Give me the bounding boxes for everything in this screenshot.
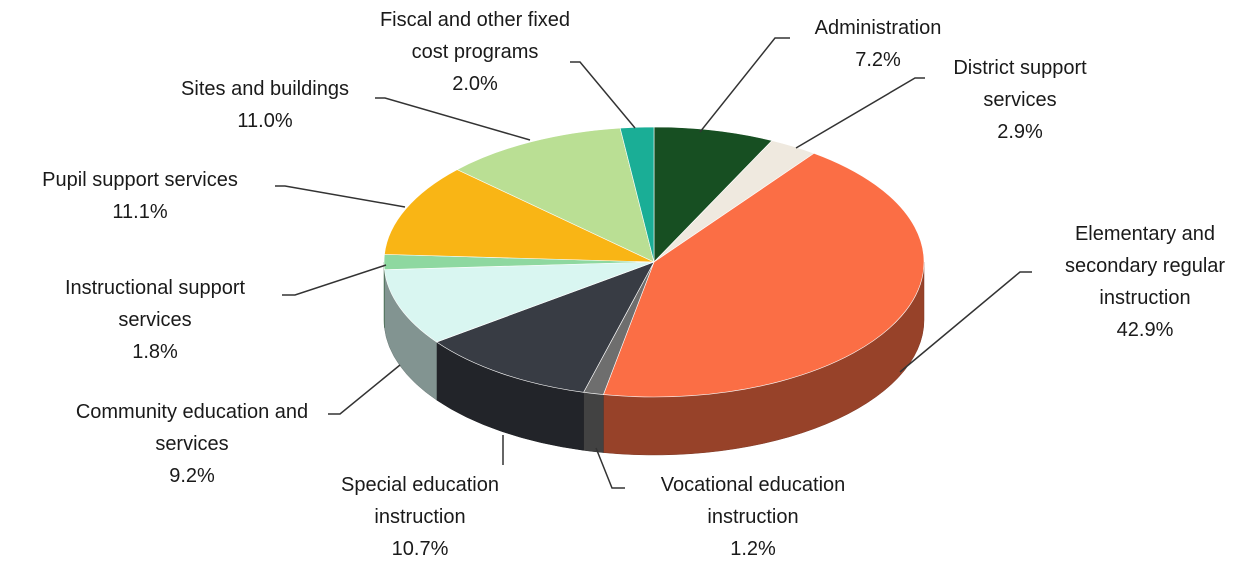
slice-label: Instructional support services 1.8%	[40, 272, 270, 368]
leader-line	[328, 365, 400, 414]
category-label: Elementary and secondary regular instruc…	[1065, 223, 1225, 309]
value-label: 11.1%	[0, 196, 290, 228]
slice-label: District support services 2.9%	[930, 52, 1110, 148]
slice-label: Vocational education instruction 1.2%	[628, 469, 878, 565]
value-label: 42.9%	[1045, 314, 1245, 346]
value-label: 2.0%	[360, 68, 590, 100]
value-label: 11.0%	[140, 105, 390, 137]
slice-label: Pupil support services 11.1%	[0, 164, 290, 228]
category-label: Instructional support services	[65, 277, 245, 331]
category-label: Special education instruction	[341, 474, 499, 528]
slice-label: Sites and buildings 11.0%	[140, 73, 390, 137]
value-label: 1.8%	[40, 336, 270, 368]
slice-label: Special education instruction 10.7%	[315, 469, 525, 565]
slice-side	[584, 392, 604, 452]
category-label: District support services	[953, 57, 1086, 111]
leader-line	[375, 98, 530, 140]
slice-label: Community education and services 9.2%	[72, 396, 312, 492]
category-label: Sites and buildings	[181, 78, 349, 100]
leader-line	[796, 78, 925, 148]
leader-line	[275, 186, 405, 207]
category-label: Community education and services	[76, 401, 308, 455]
value-label: 10.7%	[315, 533, 525, 565]
category-label: Administration	[815, 17, 942, 39]
category-label: Vocational education instruction	[661, 474, 846, 528]
category-label: Pupil support services	[42, 169, 238, 191]
value-label: 1.2%	[628, 533, 878, 565]
value-label: 2.9%	[930, 116, 1110, 148]
leader-line	[700, 38, 790, 132]
value-label: 9.2%	[72, 460, 312, 492]
category-label: Fiscal and other fixed cost programs	[380, 9, 570, 63]
slice-label: Elementary and secondary regular instruc…	[1045, 218, 1245, 346]
leader-line	[282, 265, 386, 295]
slice-label: Fiscal and other fixed cost programs 2.0%	[360, 4, 590, 100]
